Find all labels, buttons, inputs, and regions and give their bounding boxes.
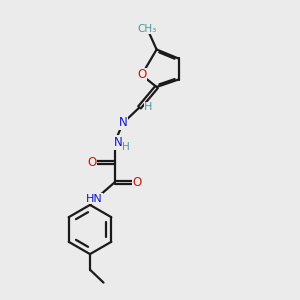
Text: CH₃: CH₃ xyxy=(137,23,156,34)
Text: N: N xyxy=(118,116,127,130)
Text: HN: HN xyxy=(86,194,103,204)
Text: H: H xyxy=(122,142,130,152)
Text: O: O xyxy=(87,156,96,169)
Text: H: H xyxy=(144,102,153,112)
Text: O: O xyxy=(137,68,146,82)
Text: N: N xyxy=(114,136,123,149)
Text: O: O xyxy=(133,176,142,189)
